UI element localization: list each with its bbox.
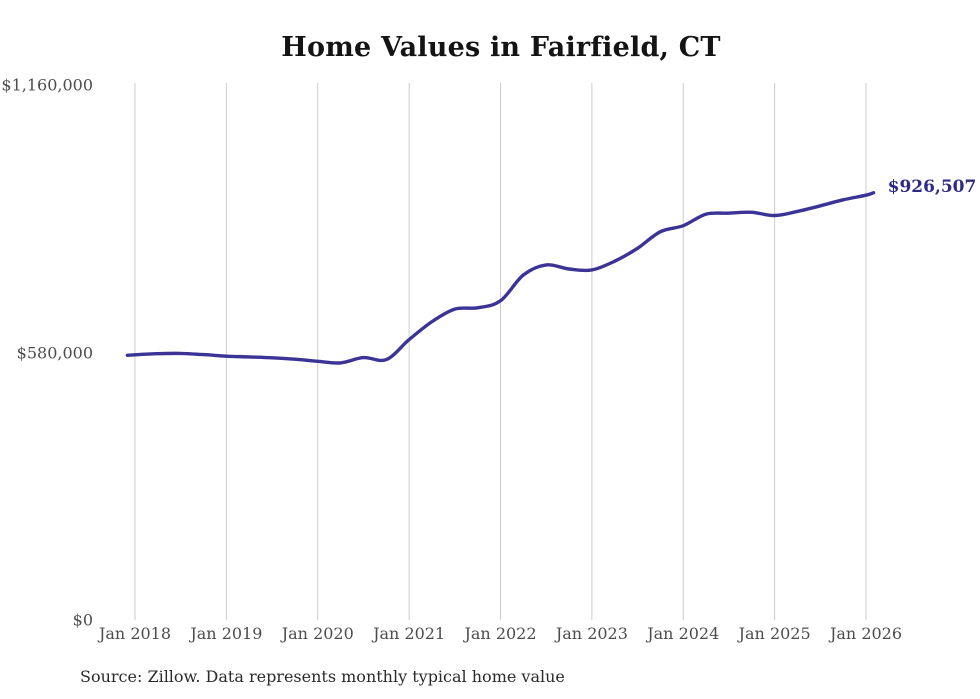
x-tick-label: Jan 2020 — [281, 624, 354, 643]
y-tick-label: $1,160,000 — [1, 75, 93, 95]
chart-title: Home Values in Fairfield, CT — [281, 32, 721, 63]
x-tick-label: Jan 2024 — [647, 624, 720, 643]
x-tick-label: Jan 2026 — [829, 624, 903, 643]
latest-value-label: $926,507 — [887, 176, 977, 197]
x-tick-label: Jan 2023 — [555, 624, 628, 643]
x-tick-label: Jan 2022 — [464, 624, 537, 643]
x-tick-label: Jan 2021 — [373, 624, 446, 643]
x-tick-label: Jan 2025 — [738, 624, 811, 643]
y-tick-label: $580,000 — [16, 343, 93, 362]
x-tick-label: Jan 2018 — [98, 624, 172, 643]
gridlines — [134, 83, 867, 620]
source-note: Source: Zillow. Data represents monthly … — [80, 667, 565, 686]
x-tick-label: Jan 2019 — [190, 624, 263, 643]
value-line — [125, 191, 876, 365]
y-tick-label: $0 — [72, 610, 93, 630]
